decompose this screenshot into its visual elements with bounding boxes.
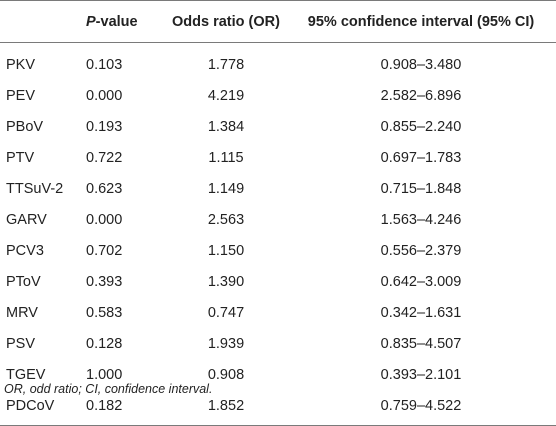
table-header: P-value Odds ratio (OR) 95% confidence i… — [0, 0, 556, 43]
table-row: TTSuV-2 0.623 1.149 0.715–1.848 — [0, 173, 556, 204]
odds-ratio-cell: 0.908 — [207, 366, 245, 383]
confidence-interval-cell: 0.393–2.101 — [380, 366, 462, 383]
table-row: PKV 0.103 1.778 0.908–3.480 — [0, 43, 556, 81]
p-value-cell: 0.000 — [86, 211, 123, 228]
confidence-interval-cell: 0.835–4.507 — [380, 335, 462, 352]
p-value-cell: 0.393 — [86, 273, 123, 290]
virus-name-cell: GARV — [6, 211, 47, 228]
confidence-interval-cell: 0.855–2.240 — [380, 118, 462, 135]
odds-ratio-cell: 4.219 — [207, 87, 245, 104]
table-row: PToV 0.393 1.390 0.642–3.009 — [0, 266, 556, 297]
p-value-cell: 0.000 — [86, 87, 123, 104]
confidence-interval-cell: 0.715–1.848 — [380, 180, 462, 197]
table-row: GARV 0.000 2.563 1.563–4.246 — [0, 204, 556, 235]
p-value-cell: 0.128 — [86, 335, 123, 352]
odds-ratio-cell: 0.747 — [207, 304, 245, 321]
table-row: PBoV 0.193 1.384 0.855–2.240 — [0, 111, 556, 142]
odds-ratio-cell: 1.115 — [208, 149, 244, 166]
confidence-interval-cell: 1.563–4.246 — [380, 211, 462, 228]
p-value-cell: 0.623 — [86, 180, 123, 197]
table-row: MRV 0.583 0.747 0.342–1.631 — [0, 297, 556, 328]
confidence-interval-cell: 2.582–6.896 — [380, 87, 462, 104]
p-value-cell: 0.722 — [86, 149, 123, 166]
header-p-value: P-value — [86, 0, 166, 43]
odds-ratio-cell: 1.150 — [207, 242, 245, 259]
virus-name-cell: TTSuV-2 — [6, 180, 64, 197]
table-row: PSV 0.128 1.939 0.835–4.507 — [0, 328, 556, 359]
header-row: P-value Odds ratio (OR) 95% confidence i… — [0, 0, 556, 43]
confidence-interval-cell: 0.697–1.783 — [380, 149, 462, 166]
p-value-cell: 0.103 — [86, 56, 123, 73]
virus-name-cell: MRV — [6, 304, 38, 321]
virus-name-cell: PTV — [6, 149, 35, 166]
header-odds-ratio: Odds ratio (OR) — [166, 0, 286, 43]
header-p-suffix: -value — [95, 13, 138, 30]
odds-ratio-cell: 2.563 — [207, 211, 245, 228]
odds-ratio-cell: 1.149 — [207, 180, 245, 197]
virus-name-cell: PKV — [6, 56, 36, 73]
p-value-cell: 1.000 — [86, 366, 123, 383]
table-row: TGEV 1.000 0.908 0.393–2.101 — [0, 359, 556, 390]
p-value-cell: 0.583 — [86, 304, 123, 321]
virus-name-cell: PBoV — [6, 118, 44, 135]
p-value-cell: 0.193 — [86, 118, 123, 135]
confidence-interval-cell: 0.642–3.009 — [380, 273, 462, 290]
confidence-interval-cell: 0.342–1.631 — [380, 304, 462, 321]
header-confidence-interval: 95% confidence interval (95% CI) — [286, 0, 556, 43]
virus-name-cell: PEV — [6, 87, 36, 104]
virus-name-cell: TGEV — [6, 366, 46, 383]
odds-ratio-cell: 1.939 — [207, 335, 245, 352]
confidence-interval-cell: 0.556–2.379 — [380, 242, 462, 259]
confidence-interval-cell: 0.759–4.522 — [286, 390, 556, 426]
virus-name-cell: PToV — [6, 273, 41, 290]
odds-ratio-cell: 1.390 — [207, 273, 245, 290]
odds-ratio-cell: 1.384 — [207, 118, 245, 135]
header-p-italic: P — [86, 13, 96, 30]
table-body: PKV 0.103 1.778 0.908–3.480 PEV 0.000 4.219 2.5… — [0, 43, 556, 426]
table-row: PEV 0.000 4.219 2.582–6.896 — [0, 80, 556, 111]
p-value-cell: 0.702 — [86, 242, 123, 259]
table-row: PTV 0.722 1.115 0.697–1.783 — [0, 142, 556, 173]
table-row: PCV3 0.702 1.150 0.556–2.379 — [0, 235, 556, 266]
confidence-interval-cell: 0.908–3.480 — [380, 56, 462, 73]
header-virus — [0, 0, 86, 43]
odds-ratio-cell: 1.778 — [207, 56, 245, 73]
table-footnote: OR, odd ratio; CI, confidence interval. — [4, 382, 213, 396]
virus-name-cell: PCV3 — [6, 242, 44, 259]
virus-name-cell: PSV — [6, 335, 36, 352]
